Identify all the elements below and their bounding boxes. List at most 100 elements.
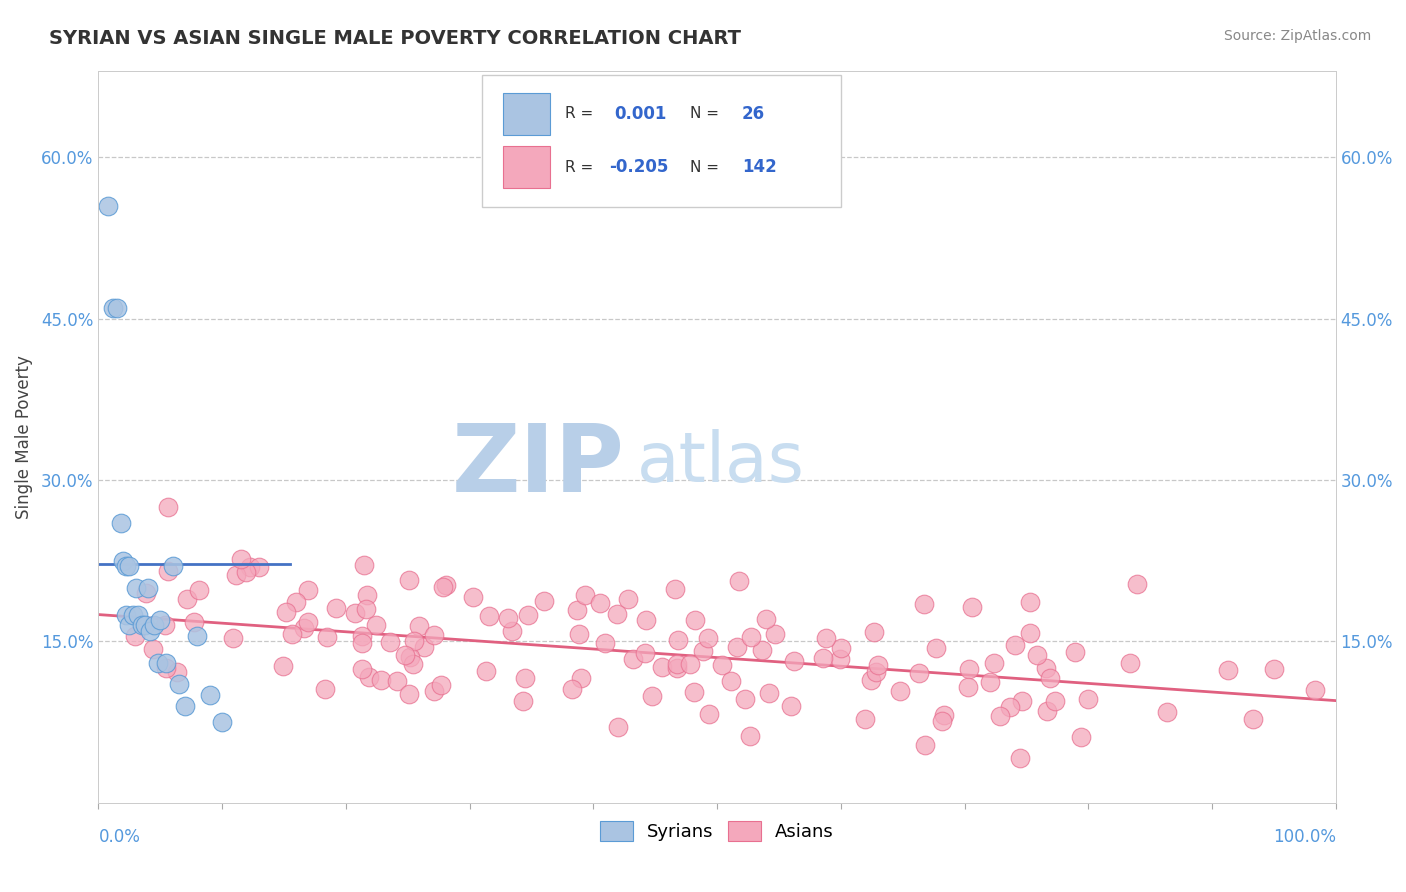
Point: [315, 630, 337, 644]
Point: [683, 613, 706, 627]
Point: [114, 607, 136, 622]
Point: [124, 581, 146, 595]
Point: [1216, 663, 1239, 677]
Text: 0.0%: 0.0%: [98, 828, 141, 846]
Point: [222, 631, 245, 645]
Point: [633, 646, 655, 660]
Point: [512, 694, 534, 708]
Point: [186, 629, 208, 643]
Point: [830, 641, 852, 656]
Point: [1077, 691, 1099, 706]
Text: Source: ZipAtlas.com: Source: ZipAtlas.com: [1223, 29, 1371, 44]
Point: [118, 618, 141, 632]
Legend: Syrians, Asians: Syrians, Asians: [593, 814, 841, 848]
Point: [634, 613, 657, 627]
Point: [621, 652, 644, 666]
Point: [568, 627, 591, 641]
Text: R =: R =: [565, 160, 593, 175]
Point: [225, 568, 247, 582]
Point: [860, 673, 883, 687]
Point: [567, 603, 589, 617]
Point: [166, 665, 188, 680]
Point: [1263, 662, 1285, 676]
Point: [738, 729, 761, 743]
Point: [1119, 656, 1142, 670]
Point: [574, 588, 596, 602]
Point: [432, 580, 454, 594]
Point: [143, 618, 166, 632]
Point: [239, 560, 262, 574]
Point: [231, 551, 253, 566]
Point: [162, 559, 184, 574]
Point: [711, 658, 734, 673]
Point: [751, 643, 773, 657]
Point: [350, 635, 373, 649]
Point: [155, 660, 177, 674]
Point: [434, 577, 457, 591]
Point: [139, 624, 162, 638]
Point: [725, 640, 748, 654]
Point: [561, 682, 583, 697]
Point: [1018, 595, 1040, 609]
Point: [720, 674, 742, 689]
Point: [423, 627, 446, 641]
Point: [1008, 751, 1031, 765]
Point: [513, 671, 536, 685]
Point: [1241, 712, 1264, 726]
Text: -0.205: -0.205: [609, 158, 669, 177]
Point: [496, 610, 519, 624]
Point: [385, 674, 408, 689]
Point: [666, 661, 689, 675]
Text: 0.001: 0.001: [614, 104, 666, 123]
FancyBboxPatch shape: [482, 75, 841, 207]
Text: R =: R =: [565, 106, 593, 121]
Point: [998, 700, 1021, 714]
Point: [1025, 648, 1047, 662]
Point: [353, 558, 375, 573]
Point: [475, 664, 498, 678]
Point: [912, 598, 935, 612]
Point: [1070, 730, 1092, 744]
Point: [356, 588, 378, 602]
Point: [932, 708, 955, 723]
Point: [755, 612, 778, 626]
Point: [124, 629, 146, 643]
Point: [734, 692, 756, 706]
Text: SYRIAN VS ASIAN SINGLE MALE POVERTY CORRELATION CHART: SYRIAN VS ASIAN SINGLE MALE POVERTY CORR…: [49, 29, 741, 48]
Point: [889, 683, 911, 698]
Point: [866, 657, 889, 672]
Point: [402, 657, 425, 671]
Point: [176, 592, 198, 607]
Point: [780, 698, 803, 713]
Point: [105, 301, 128, 315]
Point: [865, 665, 887, 679]
Point: [167, 677, 190, 691]
Point: [142, 642, 165, 657]
Point: [118, 559, 141, 574]
Point: [1035, 661, 1057, 675]
Point: [1018, 626, 1040, 640]
Text: N =: N =: [690, 106, 718, 121]
Point: [956, 680, 979, 694]
Point: [103, 301, 125, 315]
Point: [343, 606, 366, 620]
Point: [136, 581, 159, 595]
Point: [1303, 683, 1326, 698]
Point: [1125, 577, 1147, 591]
Point: [157, 500, 180, 514]
FancyBboxPatch shape: [503, 146, 550, 188]
Point: [828, 652, 851, 666]
Y-axis label: Single Male Poverty: Single Male Poverty: [14, 355, 32, 519]
Point: [276, 605, 298, 619]
Point: [983, 656, 1005, 670]
Point: [114, 559, 136, 574]
Point: [813, 651, 835, 665]
Point: [758, 686, 780, 700]
Point: [517, 607, 540, 622]
Point: [616, 592, 638, 607]
Point: [461, 590, 484, 604]
Point: [960, 599, 983, 614]
Point: [292, 621, 315, 635]
Point: [135, 585, 157, 599]
Point: [501, 624, 523, 639]
